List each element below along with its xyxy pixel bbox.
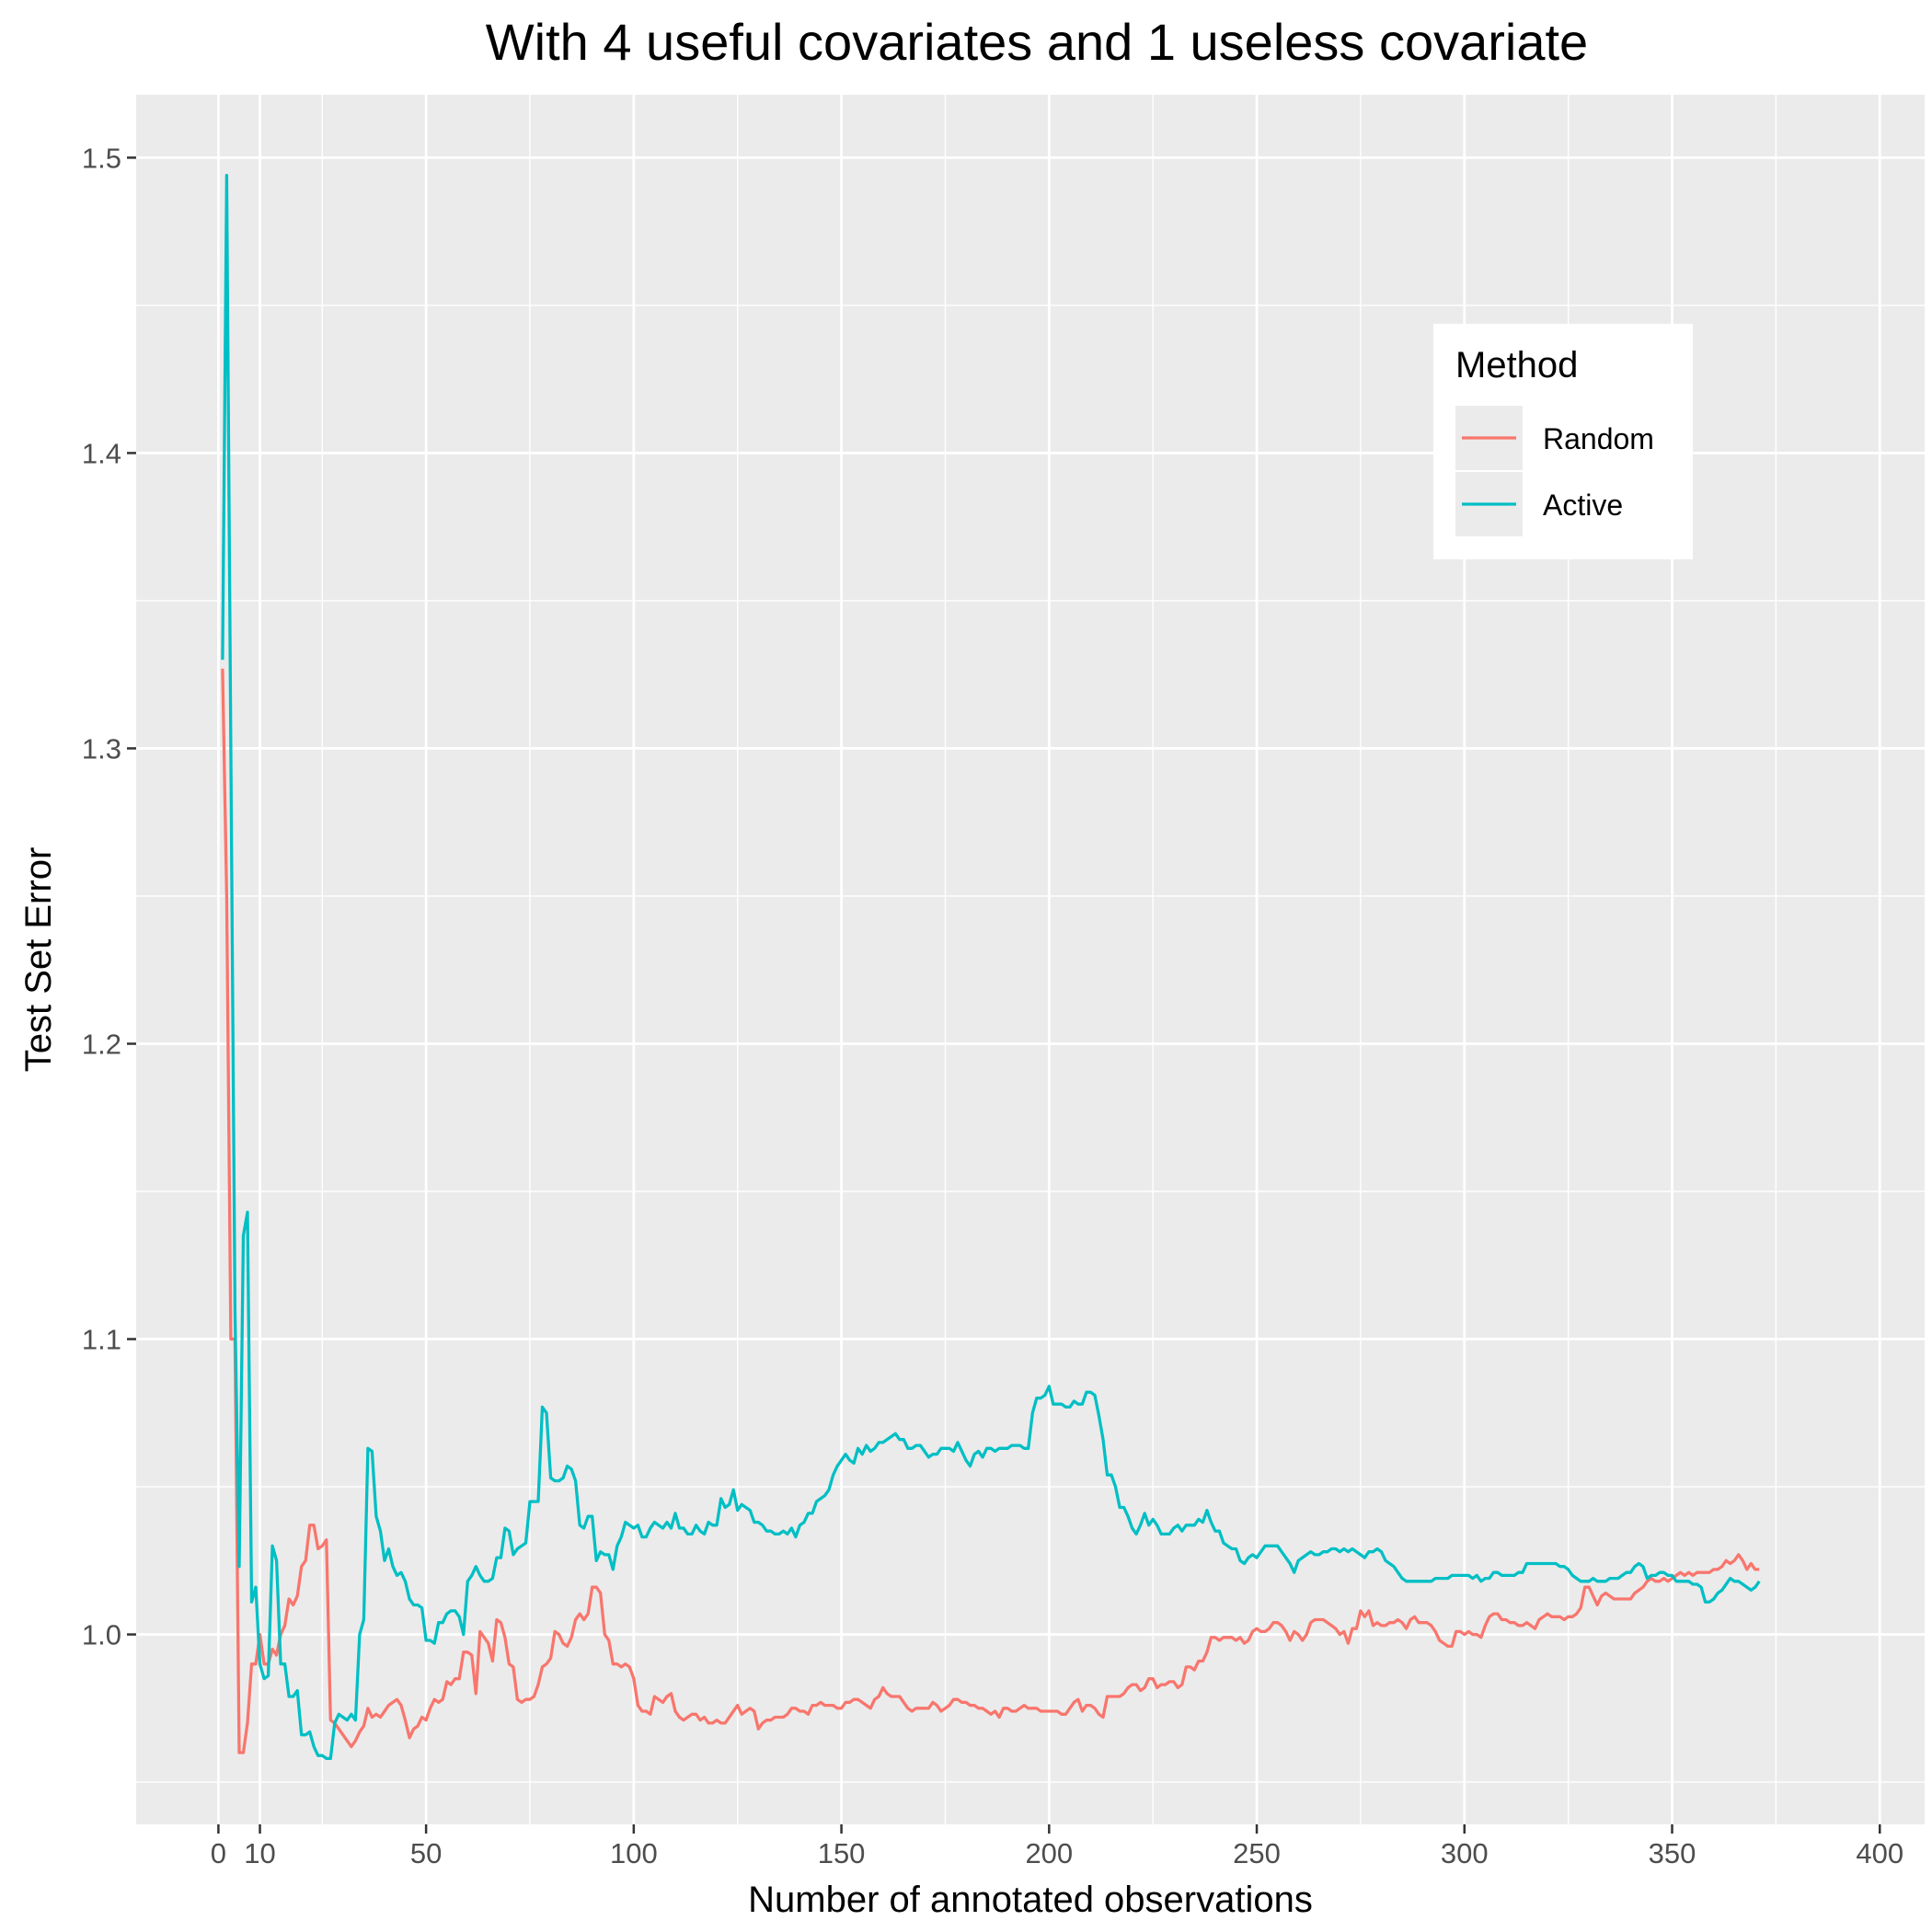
x-tick-label: 400 xyxy=(1856,1837,1903,1869)
minor-gridlines xyxy=(136,95,1925,1824)
legend-title: Method xyxy=(1455,345,1578,385)
x-tick-label: 50 xyxy=(410,1837,442,1869)
x-tick-label: 300 xyxy=(1441,1837,1489,1869)
legend-label-random: Random xyxy=(1543,422,1654,455)
y-tick-label: 1.1 xyxy=(82,1324,121,1356)
series-lines xyxy=(221,173,1761,1761)
x-tick-label: 100 xyxy=(610,1837,658,1869)
legend: Method Random Active xyxy=(1433,324,1693,559)
y-tick-label: 1.4 xyxy=(82,437,121,469)
chart-title: With 4 useful covariates and 1 useless c… xyxy=(486,13,1588,71)
series-line-random xyxy=(221,668,1760,1754)
x-tick-label: 200 xyxy=(1025,1837,1073,1869)
y-tick-label: 1.3 xyxy=(82,732,121,765)
y-tick-label: 1.0 xyxy=(82,1619,121,1651)
x-tick-label: 250 xyxy=(1233,1837,1281,1869)
x-tick-label: 150 xyxy=(818,1837,866,1869)
major-gridlines xyxy=(136,95,1925,1824)
y-tick-label: 1.5 xyxy=(82,142,121,174)
series-line-active xyxy=(221,173,1761,1761)
x-axis-title: Number of annotated observations xyxy=(748,1880,1313,1920)
axis-ticks: 0 10 50 100 150 200 250 300 350 400 1.0 1.1 1.2 1.3 1.… xyxy=(82,142,1903,1869)
x-tick-label: 350 xyxy=(1649,1837,1696,1869)
x-tick-label: 0 xyxy=(211,1837,226,1869)
x-tick-label: 10 xyxy=(244,1837,275,1869)
legend-label-active: Active xyxy=(1543,489,1623,522)
y-axis-title: Test Set Error xyxy=(18,847,59,1073)
y-tick-label: 1.2 xyxy=(82,1028,121,1060)
